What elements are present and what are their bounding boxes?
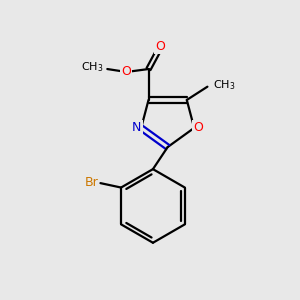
Text: Br: Br [84, 176, 98, 189]
Text: CH$_3$: CH$_3$ [81, 61, 104, 74]
Text: O: O [194, 122, 203, 134]
Text: O: O [121, 65, 131, 78]
Text: O: O [155, 40, 165, 53]
Text: N: N [132, 122, 141, 134]
Text: CH$_3$: CH$_3$ [213, 78, 235, 92]
